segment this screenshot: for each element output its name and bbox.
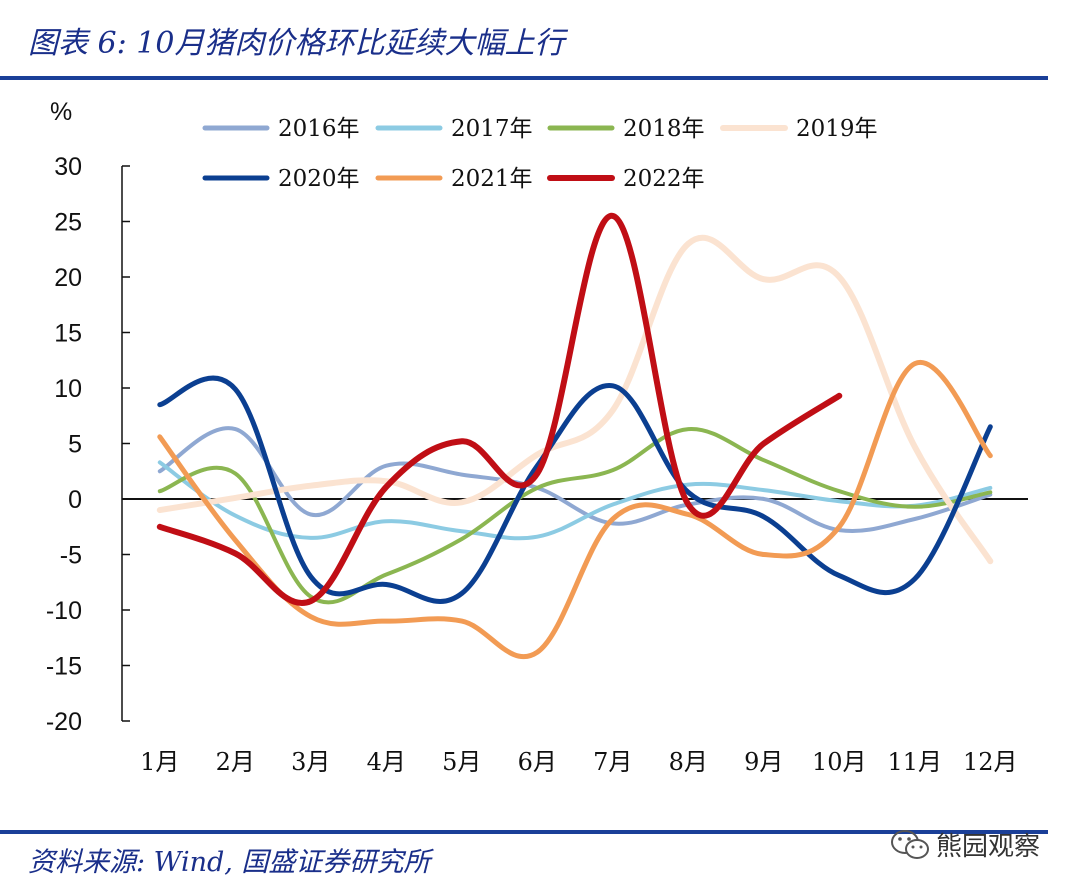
legend-label-2016: 2016年 xyxy=(278,116,360,142)
x-tick-label: 2月 xyxy=(216,748,255,776)
legend-label-2022: 2022年 xyxy=(623,166,705,192)
x-tick-label: 7月 xyxy=(593,748,632,776)
x-tick-label: 5月 xyxy=(442,748,481,776)
y-tick-label: -20 xyxy=(46,708,82,736)
y-tick-label: -5 xyxy=(60,542,82,570)
top-rule xyxy=(0,76,1048,80)
y-tick-label: 0 xyxy=(68,486,82,514)
legend-label-2018: 2018年 xyxy=(623,116,705,142)
series-line-2020 xyxy=(157,375,993,604)
watermark: 熊园观察 xyxy=(890,826,1040,863)
legend-label-2020: 2020年 xyxy=(278,166,360,192)
series-line-2022 xyxy=(156,212,843,606)
y-tick-label: 15 xyxy=(54,320,82,348)
y-tick-label: 25 xyxy=(54,209,82,237)
y-tick-label: 30 xyxy=(54,153,82,181)
bottom-rule xyxy=(0,830,1048,834)
x-tick-label: 6月 xyxy=(518,748,557,776)
x-tick-label: 1月 xyxy=(140,748,179,776)
y-tick-label: 20 xyxy=(54,264,82,292)
y-tick-label: 10 xyxy=(54,375,82,403)
x-tick-label: 11月 xyxy=(887,748,942,776)
legend-label-2019: 2019年 xyxy=(796,116,878,142)
series-line-2019 xyxy=(156,234,994,565)
chart-title: 图表 6: 10月猪肉价格环比延续大幅上行 xyxy=(28,26,565,61)
y-axis-unit: % xyxy=(50,98,72,126)
y-tick-label: 5 xyxy=(68,431,82,459)
line-chart: 30 25 20 15 10 5 0 -5 -10 -15 -20% 1月 2月 3月 4月 5月 6月 7月 8月… xyxy=(46,98,1028,776)
legend-label-2017: 2017年 xyxy=(451,116,533,142)
series-line-2018 xyxy=(157,427,993,605)
series-line-2017 xyxy=(157,460,993,541)
x-tick-label: 8月 xyxy=(669,748,708,776)
series-line-2021 xyxy=(157,359,993,660)
x-tick-label: 12月 xyxy=(963,748,1018,776)
x-tick-label: 3月 xyxy=(291,748,330,776)
wechat-icon xyxy=(891,829,929,859)
y-tick-label: -15 xyxy=(46,653,82,681)
x-tick-label: 4月 xyxy=(367,748,406,776)
x-tick-label: 9月 xyxy=(744,748,783,776)
x-tick-label: 10月 xyxy=(812,748,867,776)
source-note: 资料来源: Wind, 国盛证券研究所 xyxy=(28,847,431,878)
watermark-text: 熊园观察 xyxy=(936,832,1041,862)
legend-label-2021: 2021年 xyxy=(451,166,533,192)
y-tick-label: -10 xyxy=(46,597,82,625)
